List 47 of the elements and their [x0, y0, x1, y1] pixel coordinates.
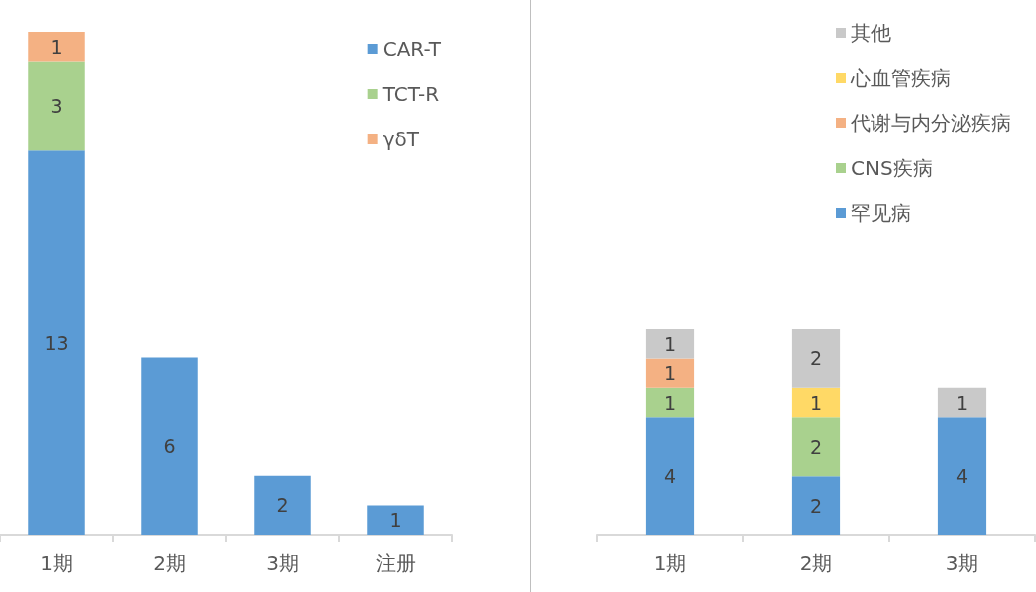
data-label: 3	[50, 94, 63, 117]
data-label: 4	[663, 465, 677, 488]
bar	[141, 357, 198, 535]
data-label: 1	[955, 391, 969, 414]
legend-label: 其他	[851, 21, 891, 45]
bar	[645, 417, 695, 535]
x-tick-label: 3期	[945, 551, 979, 575]
x-tick-label: 1期	[653, 551, 687, 575]
data-label: 1	[50, 35, 63, 58]
legend-label: 代谢与内分泌疾病	[850, 111, 1011, 135]
bar	[254, 475, 311, 535]
data-label: 1	[389, 509, 402, 532]
bar	[791, 329, 841, 388]
data-label: 1	[663, 391, 677, 414]
x-tick-label: 1期	[40, 551, 73, 575]
bar	[367, 505, 424, 535]
bar	[645, 358, 695, 388]
bar	[791, 417, 841, 477]
x-tick-label: 2期	[799, 551, 833, 575]
legend-label: 心血管疾病	[850, 66, 951, 90]
data-label: 2	[809, 435, 823, 458]
bar	[791, 476, 841, 535]
bar	[28, 61, 85, 151]
bar	[937, 387, 987, 418]
x-tick-label: 3期	[266, 551, 299, 575]
bar	[791, 387, 841, 418]
bar	[28, 150, 85, 535]
bar	[645, 329, 695, 359]
x-tick-label: 2期	[153, 551, 186, 575]
data-label: 6	[163, 435, 176, 458]
bar	[28, 32, 85, 62]
x-tick-label: 注册	[375, 551, 416, 575]
data-label: 1	[809, 391, 823, 414]
data-label: 2	[809, 494, 823, 517]
legend-label: γδT	[382, 127, 420, 151]
bar	[937, 417, 987, 535]
data-label: 13	[44, 331, 69, 354]
legend-label: CNS疾病	[851, 156, 933, 180]
data-label: 1	[663, 362, 677, 385]
legend-label: 罕见病	[851, 201, 911, 225]
data-label: 4	[955, 465, 969, 488]
data-label: 1	[663, 332, 677, 355]
bar	[645, 387, 695, 418]
data-label: 2	[276, 494, 289, 517]
legend-label: CAR-T	[382, 37, 442, 61]
legend-label: TCT-R	[381, 82, 440, 106]
data-label: 2	[809, 347, 823, 370]
